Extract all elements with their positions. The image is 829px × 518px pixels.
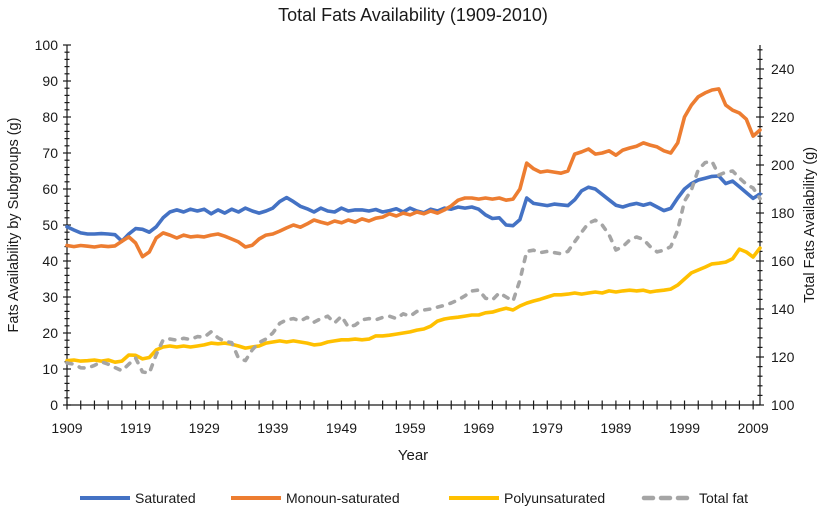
legend-item-monounsaturated: Monoun-saturated [231,490,400,506]
right-tick-label: 180 [771,205,795,221]
x-tick-label: 1979 [532,420,563,436]
x-tick-label: 1909 [51,420,82,436]
x-axis-title: Year [398,447,428,464]
left-axis: 0 10 20 30 40 50 60 70 80 90 100 [35,37,71,413]
legend-item-saturated: Saturated [80,490,196,506]
legend-label-totalfat: Total fat [699,490,748,506]
x-tick-label: 1959 [394,420,425,436]
right-tick-label: 200 [771,157,795,173]
left-tick-label: 60 [42,181,58,197]
series-monoun-saturated [65,87,762,259]
series-total-fat [65,159,762,375]
x-tick-label: 1969 [463,420,494,436]
right-tick-label: 120 [771,349,795,365]
left-tick-label: 80 [42,109,58,125]
legend: Saturated Monoun-saturated Polyunsaturat… [80,490,748,506]
right-tick-label: 100 [771,397,795,413]
x-tick-label: 1999 [669,420,700,436]
left-tick-label: 70 [42,145,58,161]
x-tick-label: 1989 [600,420,631,436]
left-tick-label: 40 [42,253,58,269]
x-tick-label: 1929 [189,420,220,436]
x-tick-label: 1949 [326,420,357,436]
legend-item-polyunsaturated: Polyunsaturated [449,490,605,506]
legend-item-totalfat: Total fat [641,490,748,506]
left-tick-label: 0 [50,397,58,413]
series-lines [65,87,762,375]
x-tick-label: 2009 [738,420,769,436]
legend-label-saturated: Saturated [135,490,196,506]
left-tick-label: 100 [35,37,59,53]
right-tick-label: 160 [771,253,795,269]
legend-label-polyunsaturated: Polyunsaturated [504,490,605,506]
right-tick-label: 240 [771,61,795,77]
series-saturated [65,174,762,243]
legend-label-monounsaturated: Monoun-saturated [286,490,400,506]
right-axis-title: Total Fats Availability (g) [802,147,818,303]
series-polyunsaturated [65,246,762,365]
chart-title: Total Fats Availability (1909-2010) [278,5,548,25]
left-tick-label: 90 [42,73,58,89]
left-tick-label: 20 [42,325,58,341]
left-tick-label: 10 [42,361,58,377]
x-axis: 1909 1919 1929 1939 1949 1959 1969 1979 1989 1999… [51,400,769,436]
right-tick-label: 140 [771,301,795,317]
right-axis: 100 120 140 160 180 200 220 240 [756,45,795,413]
x-tick-label: 1919 [120,420,151,436]
left-tick-label: 50 [42,217,58,233]
left-tick-label: 30 [42,289,58,305]
x-tick-label: 1939 [257,420,288,436]
right-tick-label: 220 [771,109,795,125]
left-axis-title: Fats Availability by Subgroups (g) [6,118,22,333]
